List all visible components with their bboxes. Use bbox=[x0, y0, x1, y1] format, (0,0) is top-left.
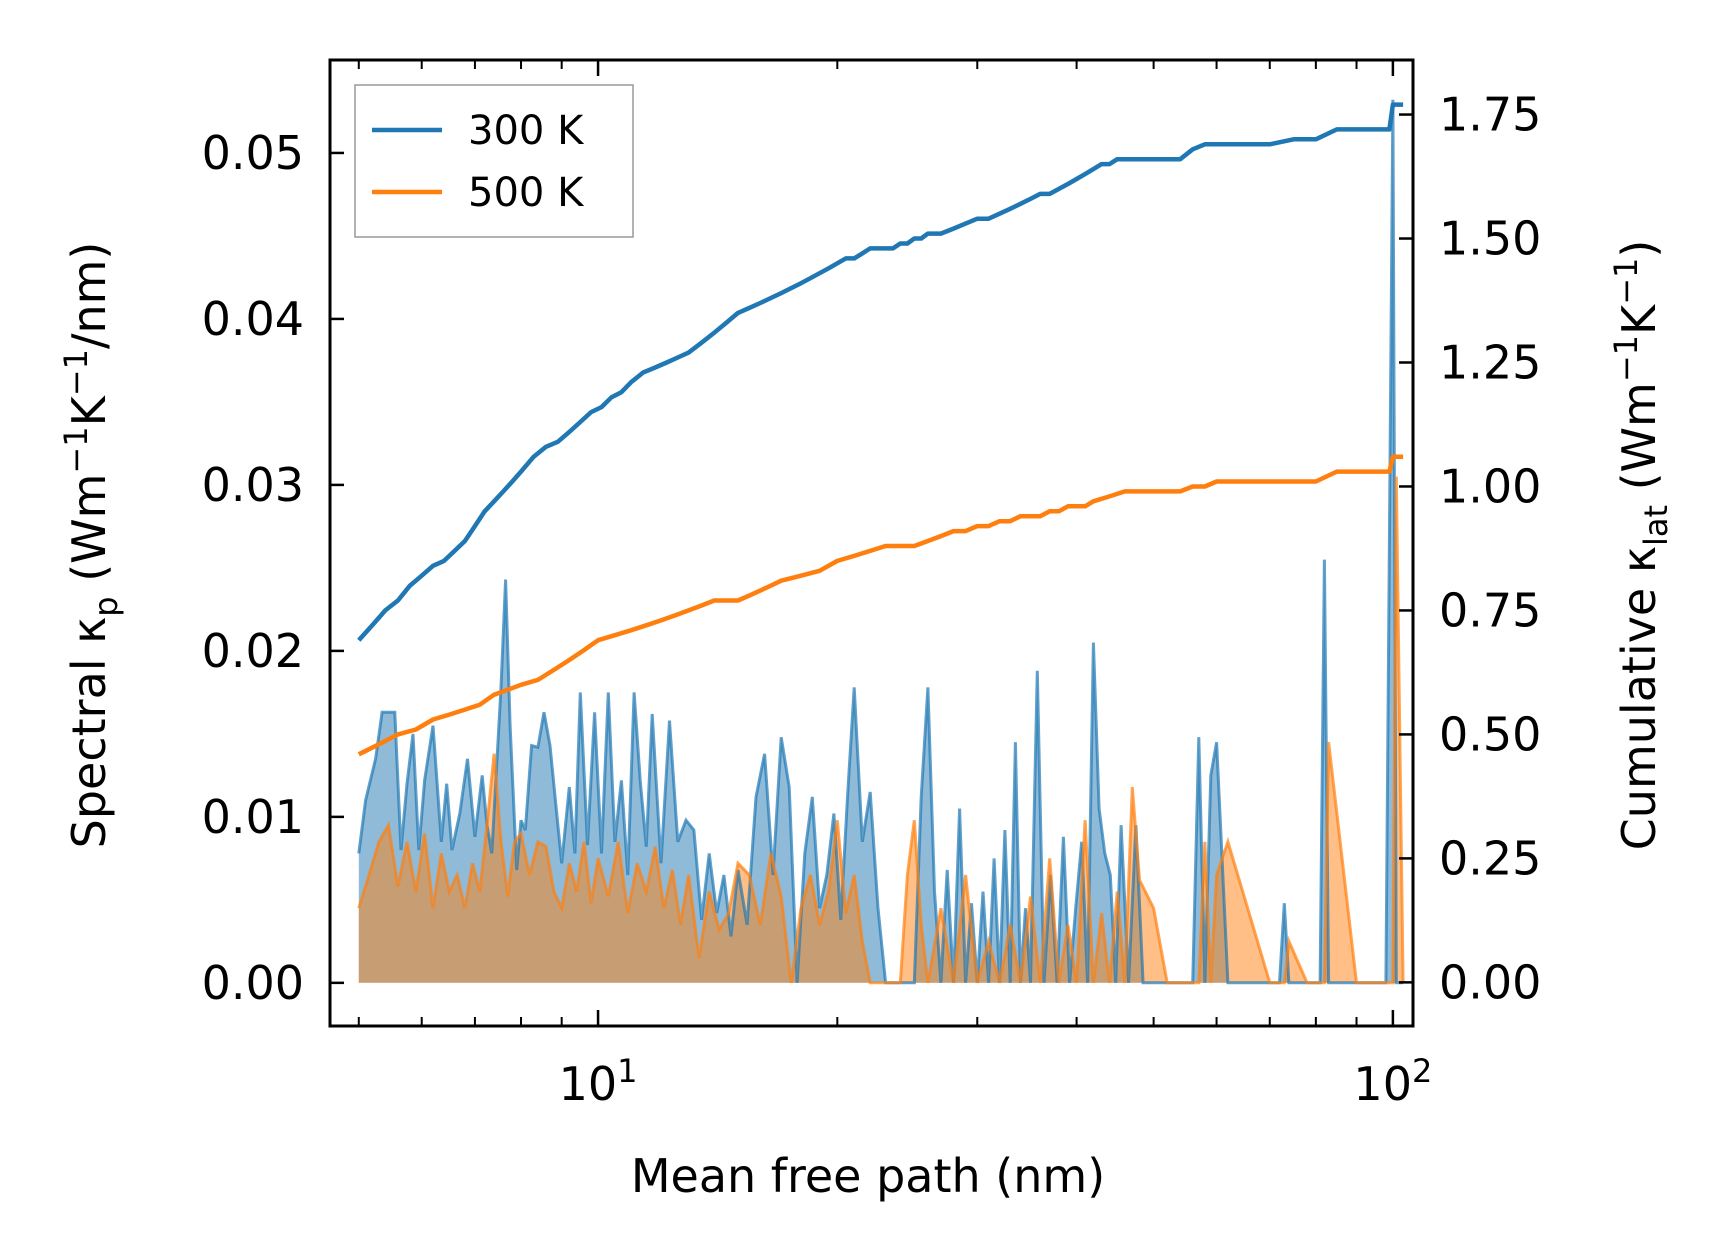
axis-label-part: ) bbox=[1612, 240, 1666, 258]
right-y-axis-label: Cumulative κlat (Wm−1K−1) bbox=[1607, 240, 1675, 851]
cumulative-line-300k bbox=[357, 102, 1404, 642]
legend: 300 K 500 K bbox=[354, 84, 634, 238]
cumulative-line-500k bbox=[357, 454, 1404, 757]
x-tick-label: 101 bbox=[559, 1052, 638, 1111]
axis-label-part: −1 bbox=[57, 349, 95, 396]
right-y-tick-label: 0.75 bbox=[1439, 583, 1541, 637]
spectral-line-300k bbox=[357, 99, 1404, 985]
left-y-tick-label: 0.00 bbox=[202, 956, 304, 1010]
axis-label-part: −1 bbox=[1607, 258, 1645, 305]
legend-box bbox=[354, 84, 634, 238]
right-y-tick-label: 1.00 bbox=[1439, 459, 1541, 513]
right-y-tick-label: 1.50 bbox=[1439, 212, 1541, 266]
left-y-tick-label: 0.01 bbox=[202, 790, 304, 844]
right-y-tick-label: 1.25 bbox=[1439, 335, 1541, 389]
right-y-tick-label: 0.50 bbox=[1439, 707, 1541, 761]
axis-label-part: Spectral κ bbox=[62, 617, 116, 849]
axis-label-part: /nm) bbox=[62, 242, 116, 349]
legend-label-300k: 300 K bbox=[468, 108, 585, 154]
plot-area bbox=[357, 99, 1405, 985]
axis-label-part: −1 bbox=[1607, 335, 1645, 382]
right-y-tick-label: 0.00 bbox=[1439, 955, 1541, 1009]
left-y-tick-label: 0.05 bbox=[202, 126, 304, 180]
axis-label-part: (Wm bbox=[62, 474, 116, 597]
right-y-tick-label: 1.75 bbox=[1439, 88, 1541, 142]
x-axis-label: Mean free path (nm) bbox=[631, 1149, 1105, 1203]
legend-label-500k: 500 K bbox=[468, 170, 585, 216]
axis-label-part: −1 bbox=[57, 426, 95, 473]
cumulative-line-layer bbox=[357, 102, 1404, 757]
spectral-line-500k bbox=[357, 476, 1405, 985]
axis-label-part: lat bbox=[1637, 505, 1675, 546]
axis-label-part: K bbox=[1612, 303, 1666, 335]
left-y-tick-label: 0.04 bbox=[202, 292, 304, 346]
axis-label-part: Cumulative κ bbox=[1612, 546, 1666, 850]
axis-label-part: p bbox=[87, 596, 125, 616]
axis-label-part: K bbox=[62, 394, 116, 426]
x-tick-label: 102 bbox=[1353, 1052, 1432, 1111]
axis-label-part: (Wm bbox=[1612, 382, 1666, 505]
left-y-axis-label: Spectral κp (Wm−1K−1/nm) bbox=[57, 242, 125, 849]
spectral-line-layer bbox=[357, 99, 1405, 985]
left-y-tick-label: 0.03 bbox=[202, 458, 304, 512]
left-y-tick-label: 0.02 bbox=[202, 624, 304, 678]
right-y-tick-label: 0.25 bbox=[1439, 831, 1541, 885]
axes: 0.00 0.01 0.02 0.03 0.04 0.05 0.00 0.25 0.50 0.75… bbox=[202, 58, 1541, 1111]
plot-frame bbox=[328, 58, 1415, 1028]
